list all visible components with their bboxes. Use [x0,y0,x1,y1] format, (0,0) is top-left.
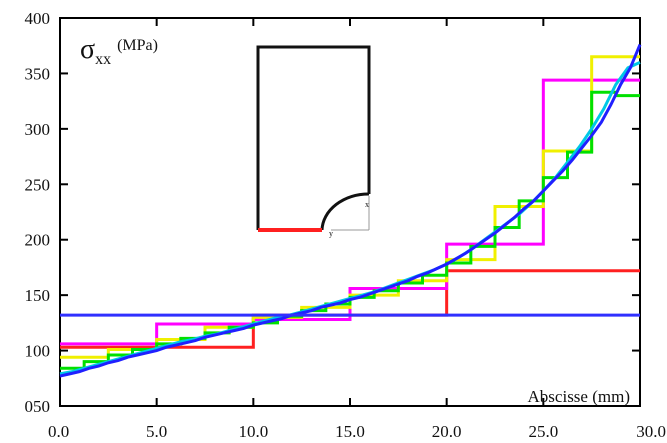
y-tick-label: 350 [25,64,51,83]
x-tick-label: 5.0 [146,422,167,441]
title-subscript: xx [95,51,111,68]
inset-diagram: y x [256,45,371,238]
x-tick-label: 15.0 [335,422,365,441]
x-tick-label: 25.0 [528,422,558,441]
title-unit: (MPa) [117,37,158,54]
inset-outline [256,45,371,230]
y-tick-labels: 050 100 150 200 250 300 350 400 [25,9,51,416]
y-tick-label: 150 [25,286,51,305]
x-tick-labels: 0.0 5.0 10.0 15.0 20.0 25.0 30.0 [48,422,666,441]
x-tick-label: 10.0 [238,422,268,441]
series-line-6 [59,44,642,378]
chart-title: σxx (MPa) [80,34,158,68]
tick-layer [59,17,641,407]
x-axis-label: Abscisse (mm) [528,387,630,406]
y-tick-label: 200 [25,231,51,250]
x-tick-label: 0.0 [48,422,69,441]
inset-notch-arc [320,192,370,231]
title-symbol: σ [80,34,95,65]
y-tick-label: 250 [25,175,51,194]
y-tick-label: 300 [25,120,51,139]
y-tick-label: 050 [25,397,51,416]
inset-y-label: y [329,229,333,238]
series-layer [59,44,642,378]
inset-x-label: x [365,200,369,209]
x-tick-label: 30.0 [636,422,666,441]
x-tick-label: 20.0 [432,422,462,441]
y-tick-label: 400 [25,9,51,28]
y-tick-label: 100 [25,342,51,361]
